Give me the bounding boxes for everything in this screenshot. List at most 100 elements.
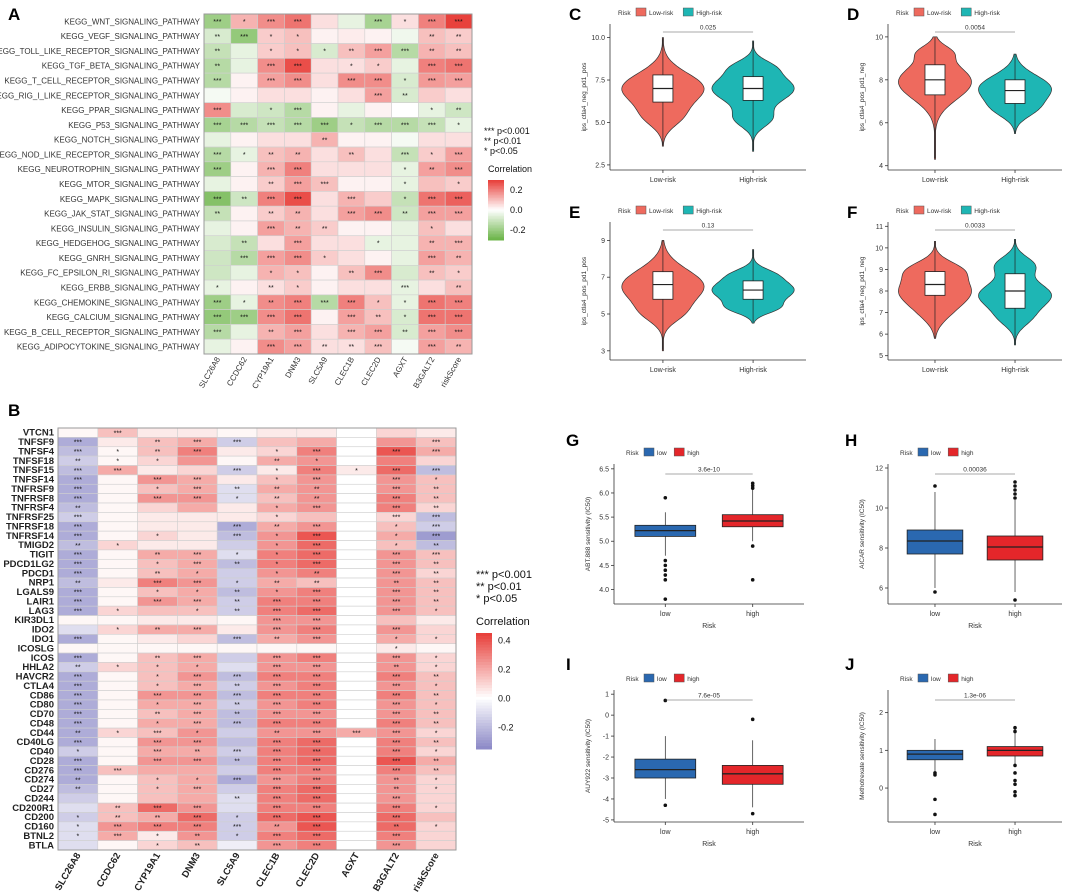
significance-stars: ***: [153, 805, 161, 812]
heatmap-cell: [97, 577, 138, 588]
significance-stars: ***: [313, 637, 321, 644]
row-label: KEGG_ADIPOCYTOKINE_SIGNALING_PATHWAY: [17, 343, 201, 352]
heatmap-cell: [177, 512, 218, 523]
heatmap-cell: [216, 643, 258, 654]
row-label: KEGG_TGF_BETA_SIGNALING_PATHWAY: [42, 62, 201, 71]
significance-stars: *: [457, 182, 460, 189]
heatmap-cell: [97, 483, 138, 494]
row-label: NRP1: [29, 578, 55, 589]
significance-stars: *: [77, 824, 80, 831]
column-label: CLEC1B: [254, 851, 283, 890]
significance-stars: ***: [392, 796, 400, 803]
outlier-point: [1013, 598, 1017, 602]
x-tick-label: high: [1008, 829, 1021, 836]
heatmap-cell: [415, 830, 457, 841]
significance-stars: *: [243, 19, 246, 26]
y-tick-label: -1: [603, 734, 609, 741]
significance-stars: **: [155, 552, 161, 559]
legend-gradient-step: [476, 644, 492, 648]
significance-stars: ***: [153, 496, 161, 503]
significance-stars: ***: [193, 477, 201, 484]
significance-stars: *: [77, 834, 80, 841]
row-label: IDO2: [32, 625, 54, 636]
significance-stars: *: [270, 108, 273, 115]
significance-stars: ***: [233, 721, 241, 728]
heatmap-cell: [337, 131, 366, 148]
heatmap-cell: [177, 765, 218, 776]
panel-label-E: E: [569, 203, 580, 222]
legend-swatch-high: [673, 673, 685, 683]
y-tick-label: 6: [879, 332, 883, 339]
y-tick-label: 9: [601, 238, 605, 245]
significance-stars: **: [429, 270, 435, 277]
outlier-point: [663, 568, 668, 573]
significance-stars: *: [435, 477, 438, 484]
significance-stars: **: [322, 226, 328, 233]
heatmap-cell: [336, 493, 377, 504]
significance-stars: ***: [240, 122, 248, 129]
significance-stars: **: [75, 505, 81, 512]
significance-stars: ***: [432, 440, 440, 447]
row-label: CD86: [30, 690, 54, 701]
legend-gradient-step: [488, 187, 504, 190]
heatmap-cell: [97, 587, 138, 598]
significance-stars: ***: [114, 768, 122, 775]
outlier-point: [1013, 793, 1017, 798]
significance-stars: ***: [267, 78, 275, 85]
row-label: KEGG_FC_EPSILON_RI_SIGNALING_PATHWAY: [20, 269, 200, 278]
outlier-point: [1013, 480, 1017, 484]
p-value-label: 0.13: [702, 223, 715, 230]
row-label: ICOS: [31, 653, 54, 664]
significance-stars: *: [276, 590, 279, 597]
outlier-point: [1013, 725, 1017, 730]
y-tick-label: 7: [879, 310, 883, 317]
significance-stars: **: [433, 721, 439, 728]
heatmap-cell: [177, 427, 218, 438]
heatmap-cell: [337, 102, 366, 118]
legend-label: high: [961, 676, 974, 683]
significance-stars: ***: [392, 487, 400, 494]
significance-stars: ***: [401, 152, 409, 159]
heatmap-cell: [415, 615, 457, 626]
heatmap-cell: [336, 540, 377, 551]
legend-swatch-High-risk: [682, 7, 694, 17]
significance-stars: ***: [392, 759, 400, 766]
iqr-box-High-risk: [1004, 79, 1026, 104]
significance-stars: *: [276, 505, 279, 512]
significance-stars: **: [349, 344, 355, 351]
heatmap-cell: [137, 427, 178, 438]
significance-stars: ***: [313, 693, 321, 700]
outlier-point: [750, 486, 755, 490]
heatmap-cell: [230, 102, 258, 118]
significance-stars: ***: [313, 759, 321, 766]
outlier-point: [933, 590, 937, 594]
significance-stars: ***: [193, 702, 201, 709]
legend-gradient-step: [488, 238, 504, 241]
heatmap-cell: [336, 680, 377, 691]
heatmap-cell: [336, 755, 377, 766]
y-tick-label: 10: [875, 245, 883, 252]
heatmap-cell: [310, 146, 339, 163]
significance-stars: ***: [432, 533, 440, 540]
significance-stars: ***: [233, 468, 241, 475]
heatmap-cell: [97, 671, 138, 682]
significance-stars: ***: [193, 712, 201, 719]
significance-stars: ***: [294, 256, 302, 263]
y-tick-label: 5: [601, 312, 605, 319]
significance-stars: **: [429, 167, 435, 174]
row-label: CD28: [30, 756, 54, 767]
heatmap-cell: [97, 737, 138, 748]
legend-gradient-step: [476, 740, 492, 744]
significance-stars: *: [156, 590, 159, 597]
x-axis-label: Risk: [702, 623, 716, 630]
significance-stars: ***: [374, 93, 382, 100]
heatmap-cell: [230, 161, 258, 177]
y-tick-label: -5: [603, 817, 609, 824]
legend-swatch-low: [917, 447, 929, 457]
significance-stars: **: [155, 712, 161, 719]
significance-legend-entry: * p<0.05: [484, 146, 518, 156]
significance-stars: ***: [193, 440, 201, 447]
legend-gradient-step: [488, 192, 504, 194]
y-tick-label: 12: [875, 466, 883, 473]
heatmap-cell: [97, 652, 138, 663]
